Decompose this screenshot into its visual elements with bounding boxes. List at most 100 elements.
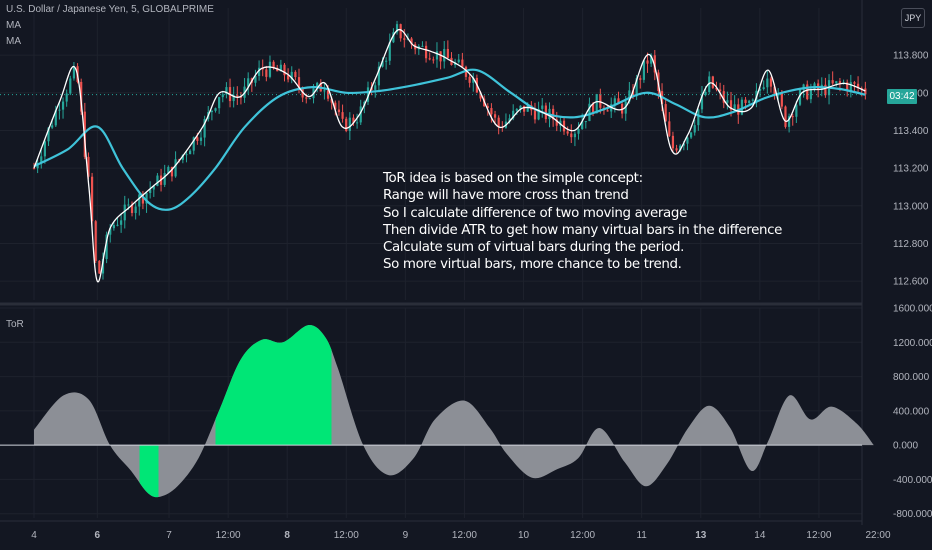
tor-oscillator [0, 325, 874, 498]
candle-body [290, 71, 293, 80]
candle-body [170, 166, 174, 177]
candle-body [446, 48, 449, 58]
candle-body [294, 71, 297, 78]
time-tick-label: 12:00 [806, 530, 831, 541]
candle-body [729, 100, 733, 110]
candle-body [196, 137, 199, 141]
candle-body [214, 108, 217, 111]
candle-body [486, 106, 489, 109]
price-tick-label: 113.400 [893, 126, 929, 137]
candle-body [693, 125, 696, 133]
candle-body [570, 133, 573, 138]
candle-body [769, 78, 773, 87]
candle-body [671, 135, 675, 149]
candle-body [272, 61, 275, 68]
candle-body [599, 94, 602, 108]
time-tick-label: 10 [518, 530, 530, 541]
time-tick-label: 6 [95, 530, 101, 541]
candle-body [385, 60, 388, 62]
tor-tick-label: -800.000 [893, 509, 932, 520]
candle-body [247, 78, 250, 87]
candle-body [374, 85, 377, 90]
candle-body [377, 66, 380, 86]
annotation-text: ToR idea is based on the simple concept:… [383, 170, 803, 274]
candle-body [824, 84, 827, 96]
candle-body [755, 90, 758, 100]
candle-body [522, 105, 526, 112]
candle-body [864, 88, 867, 95]
candle-body [221, 94, 224, 98]
time-tick-label: 7 [166, 530, 172, 541]
candle-body [639, 78, 642, 80]
candle-body [156, 175, 159, 187]
candle-body [831, 80, 834, 84]
candle-body [726, 100, 729, 103]
candle-body [628, 90, 631, 102]
candle-body [116, 224, 119, 226]
candle-body [846, 82, 849, 91]
candle-body [109, 228, 112, 235]
candle-body [773, 86, 776, 96]
candle-body [120, 220, 123, 225]
candle-body [439, 51, 442, 62]
candle-body [127, 204, 130, 206]
candle-body [348, 117, 351, 131]
symbol-title[interactable]: U.S. Dollar / Japanese Yen, 5, GLOBALPRI… [6, 4, 214, 15]
tor-tick-label: -400.000 [893, 475, 932, 486]
annotation-line: Then divide ATR to get how many virtual … [383, 222, 783, 238]
candle-body [472, 77, 475, 83]
time-tick-label: 8 [284, 530, 290, 541]
tor-pane-title[interactable]: ToR [6, 319, 24, 330]
candle-body [232, 95, 235, 102]
candle-body [740, 99, 744, 115]
candle-body [90, 176, 94, 222]
candle-body [806, 84, 809, 100]
candle-body [341, 112, 344, 119]
candle-body [236, 95, 239, 97]
candle-body [308, 98, 312, 100]
time-tick-label: 13 [695, 530, 707, 541]
candle-body [145, 192, 148, 204]
candle-body [562, 120, 566, 132]
candle-body [210, 110, 213, 113]
time-tick-label: 12:00 [216, 530, 241, 541]
indicator-ma-slow-label[interactable]: MA [6, 36, 21, 47]
candle-body [835, 81, 838, 84]
candle-body [323, 90, 326, 92]
candle-body [395, 24, 399, 33]
candle-body [381, 60, 384, 67]
candle-body [138, 194, 141, 207]
currency-badge[interactable]: JPY [901, 8, 925, 28]
candle-body [544, 105, 547, 120]
candle-body [181, 154, 184, 160]
candle-body [664, 104, 667, 122]
candle-body [668, 121, 671, 136]
candle-body [526, 105, 529, 112]
candle-body [704, 91, 707, 95]
candle-body [849, 82, 852, 91]
candle-body [497, 117, 500, 127]
candle-body [366, 87, 370, 102]
candle-body [490, 108, 493, 115]
candle-body [566, 131, 569, 134]
indicator-ma-fast-label[interactable]: MA [6, 20, 21, 31]
price-countdown-badge: 03:42 [887, 89, 917, 104]
time-tick-label: 14 [754, 530, 766, 541]
candle-body [853, 82, 856, 84]
candle-body [47, 127, 50, 142]
candle-body [65, 93, 68, 102]
ma-fast-line [33, 28, 866, 283]
time-tick-label: 9 [403, 530, 409, 541]
candle-body [163, 173, 166, 185]
candle-body [751, 99, 754, 101]
candle-body [715, 87, 718, 90]
candle-body [581, 121, 584, 129]
candle-body [254, 75, 257, 83]
price-tick-label: 113.200 [893, 164, 929, 175]
candle-body [58, 109, 61, 111]
candle-body [758, 88, 762, 91]
price-tick-label: 112.800 [893, 239, 929, 250]
candlestick-series [0, 20, 867, 280]
candle-body [424, 45, 428, 59]
